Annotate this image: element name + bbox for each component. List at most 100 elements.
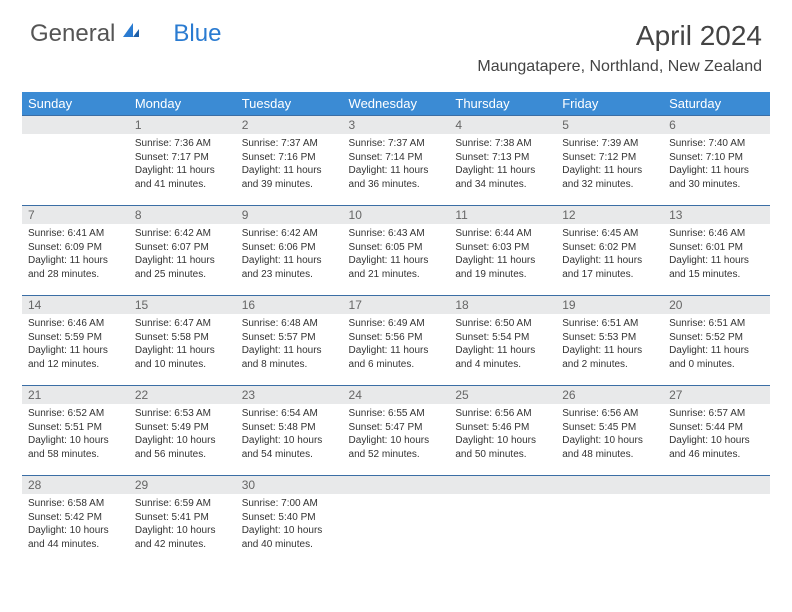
sunrise-text: Sunrise: 6:57 AM [669,407,764,421]
calendar-row: 14Sunrise: 6:46 AMSunset: 5:59 PMDayligh… [22,295,770,385]
daylight-text: Daylight: 11 hours and 30 minutes. [669,164,764,191]
sunrise-text: Sunrise: 7:40 AM [669,137,764,151]
calendar-cell: 13Sunrise: 6:46 AMSunset: 6:01 PMDayligh… [663,205,770,295]
daylight-text: Daylight: 11 hours and 32 minutes. [562,164,657,191]
sunset-text: Sunset: 6:02 PM [562,241,657,255]
day-number [22,115,129,134]
calendar-cell: 15Sunrise: 6:47 AMSunset: 5:58 PMDayligh… [129,295,236,385]
sunset-text: Sunset: 7:13 PM [455,151,550,165]
sunset-text: Sunset: 5:57 PM [242,331,337,345]
sunset-text: Sunset: 5:54 PM [455,331,550,345]
calendar-row: 1Sunrise: 7:36 AMSunset: 7:17 PMDaylight… [22,115,770,205]
sunset-text: Sunset: 6:05 PM [349,241,444,255]
page-title: April 2024 [477,20,762,52]
day-number: 5 [556,115,663,134]
daylight-text: Daylight: 11 hours and 4 minutes. [455,344,550,371]
sunset-text: Sunset: 5:42 PM [28,511,123,525]
day-number: 27 [663,385,770,404]
day-number: 2 [236,115,343,134]
sunset-text: Sunset: 7:16 PM [242,151,337,165]
calendar-cell: 17Sunrise: 6:49 AMSunset: 5:56 PMDayligh… [343,295,450,385]
day-number: 17 [343,295,450,314]
calendar-cell: 7Sunrise: 6:41 AMSunset: 6:09 PMDaylight… [22,205,129,295]
sunset-text: Sunset: 5:41 PM [135,511,230,525]
calendar-cell: 1Sunrise: 7:36 AMSunset: 7:17 PMDaylight… [129,115,236,205]
day-number: 13 [663,205,770,224]
day-number: 23 [236,385,343,404]
calendar-cell: 11Sunrise: 6:44 AMSunset: 6:03 PMDayligh… [449,205,556,295]
sunrise-text: Sunrise: 7:38 AM [455,137,550,151]
daylight-text: Daylight: 11 hours and 41 minutes. [135,164,230,191]
calendar-body: 1Sunrise: 7:36 AMSunset: 7:17 PMDaylight… [22,115,770,565]
day-details: Sunrise: 6:51 AMSunset: 5:52 PMDaylight:… [663,314,770,375]
calendar-row: 28Sunrise: 6:58 AMSunset: 5:42 PMDayligh… [22,475,770,565]
logo: General Blue [30,20,221,48]
day-number: 12 [556,205,663,224]
calendar-cell: 29Sunrise: 6:59 AMSunset: 5:41 PMDayligh… [129,475,236,565]
sunset-text: Sunset: 5:52 PM [669,331,764,345]
sunset-text: Sunset: 5:56 PM [349,331,444,345]
day-number: 1 [129,115,236,134]
sunset-text: Sunset: 7:10 PM [669,151,764,165]
day-details: Sunrise: 6:52 AMSunset: 5:51 PMDaylight:… [22,404,129,465]
weekday-header: Wednesday [343,92,450,115]
day-number: 29 [129,475,236,494]
daylight-text: Daylight: 11 hours and 2 minutes. [562,344,657,371]
day-details: Sunrise: 6:42 AMSunset: 6:07 PMDaylight:… [129,224,236,285]
daylight-text: Daylight: 11 hours and 36 minutes. [349,164,444,191]
sunrise-text: Sunrise: 6:41 AM [28,227,123,241]
sunset-text: Sunset: 5:49 PM [135,421,230,435]
day-details: Sunrise: 6:48 AMSunset: 5:57 PMDaylight:… [236,314,343,375]
calendar-cell: 12Sunrise: 6:45 AMSunset: 6:02 PMDayligh… [556,205,663,295]
day-number: 25 [449,385,556,404]
calendar-cell: 8Sunrise: 6:42 AMSunset: 6:07 PMDaylight… [129,205,236,295]
daylight-text: Daylight: 10 hours and 42 minutes. [135,524,230,551]
daylight-text: Daylight: 10 hours and 46 minutes. [669,434,764,461]
daylight-text: Daylight: 11 hours and 10 minutes. [135,344,230,371]
calendar-cell: 2Sunrise: 7:37 AMSunset: 7:16 PMDaylight… [236,115,343,205]
weekday-header: Saturday [663,92,770,115]
day-details: Sunrise: 7:37 AMSunset: 7:14 PMDaylight:… [343,134,450,195]
day-number: 7 [22,205,129,224]
calendar-cell: 26Sunrise: 6:56 AMSunset: 5:45 PMDayligh… [556,385,663,475]
day-number: 14 [22,295,129,314]
sunrise-text: Sunrise: 6:42 AM [242,227,337,241]
calendar-cell: 20Sunrise: 6:51 AMSunset: 5:52 PMDayligh… [663,295,770,385]
sunrise-text: Sunrise: 6:44 AM [455,227,550,241]
sunrise-text: Sunrise: 6:51 AM [669,317,764,331]
day-details: Sunrise: 6:41 AMSunset: 6:09 PMDaylight:… [22,224,129,285]
day-number: 15 [129,295,236,314]
logo-text-general: General [30,20,115,48]
sunrise-text: Sunrise: 6:53 AM [135,407,230,421]
day-details: Sunrise: 6:57 AMSunset: 5:44 PMDaylight:… [663,404,770,465]
day-number: 16 [236,295,343,314]
sunrise-text: Sunrise: 6:56 AM [455,407,550,421]
daylight-text: Daylight: 10 hours and 56 minutes. [135,434,230,461]
daylight-text: Daylight: 10 hours and 50 minutes. [455,434,550,461]
logo-sail-icon [121,20,141,48]
sunrise-text: Sunrise: 6:49 AM [349,317,444,331]
day-number: 11 [449,205,556,224]
sunset-text: Sunset: 5:45 PM [562,421,657,435]
daylight-text: Daylight: 10 hours and 52 minutes. [349,434,444,461]
daylight-text: Daylight: 11 hours and 28 minutes. [28,254,123,281]
day-details: Sunrise: 7:40 AMSunset: 7:10 PMDaylight:… [663,134,770,195]
sunset-text: Sunset: 7:12 PM [562,151,657,165]
sunset-text: Sunset: 5:51 PM [28,421,123,435]
sunset-text: Sunset: 5:58 PM [135,331,230,345]
day-details: Sunrise: 6:54 AMSunset: 5:48 PMDaylight:… [236,404,343,465]
calendar-cell: 23Sunrise: 6:54 AMSunset: 5:48 PMDayligh… [236,385,343,475]
calendar-cell: 25Sunrise: 6:56 AMSunset: 5:46 PMDayligh… [449,385,556,475]
daylight-text: Daylight: 11 hours and 39 minutes. [242,164,337,191]
calendar-cell: 30Sunrise: 7:00 AMSunset: 5:40 PMDayligh… [236,475,343,565]
logo-text-blue: Blue [173,20,221,48]
daylight-text: Daylight: 11 hours and 15 minutes. [669,254,764,281]
sunrise-text: Sunrise: 6:46 AM [669,227,764,241]
day-number: 21 [22,385,129,404]
day-details: Sunrise: 6:43 AMSunset: 6:05 PMDaylight:… [343,224,450,285]
sunrise-text: Sunrise: 7:39 AM [562,137,657,151]
calendar-cell: 27Sunrise: 6:57 AMSunset: 5:44 PMDayligh… [663,385,770,475]
day-details: Sunrise: 6:55 AMSunset: 5:47 PMDaylight:… [343,404,450,465]
calendar-cell: 9Sunrise: 6:42 AMSunset: 6:06 PMDaylight… [236,205,343,295]
day-number [556,475,663,494]
